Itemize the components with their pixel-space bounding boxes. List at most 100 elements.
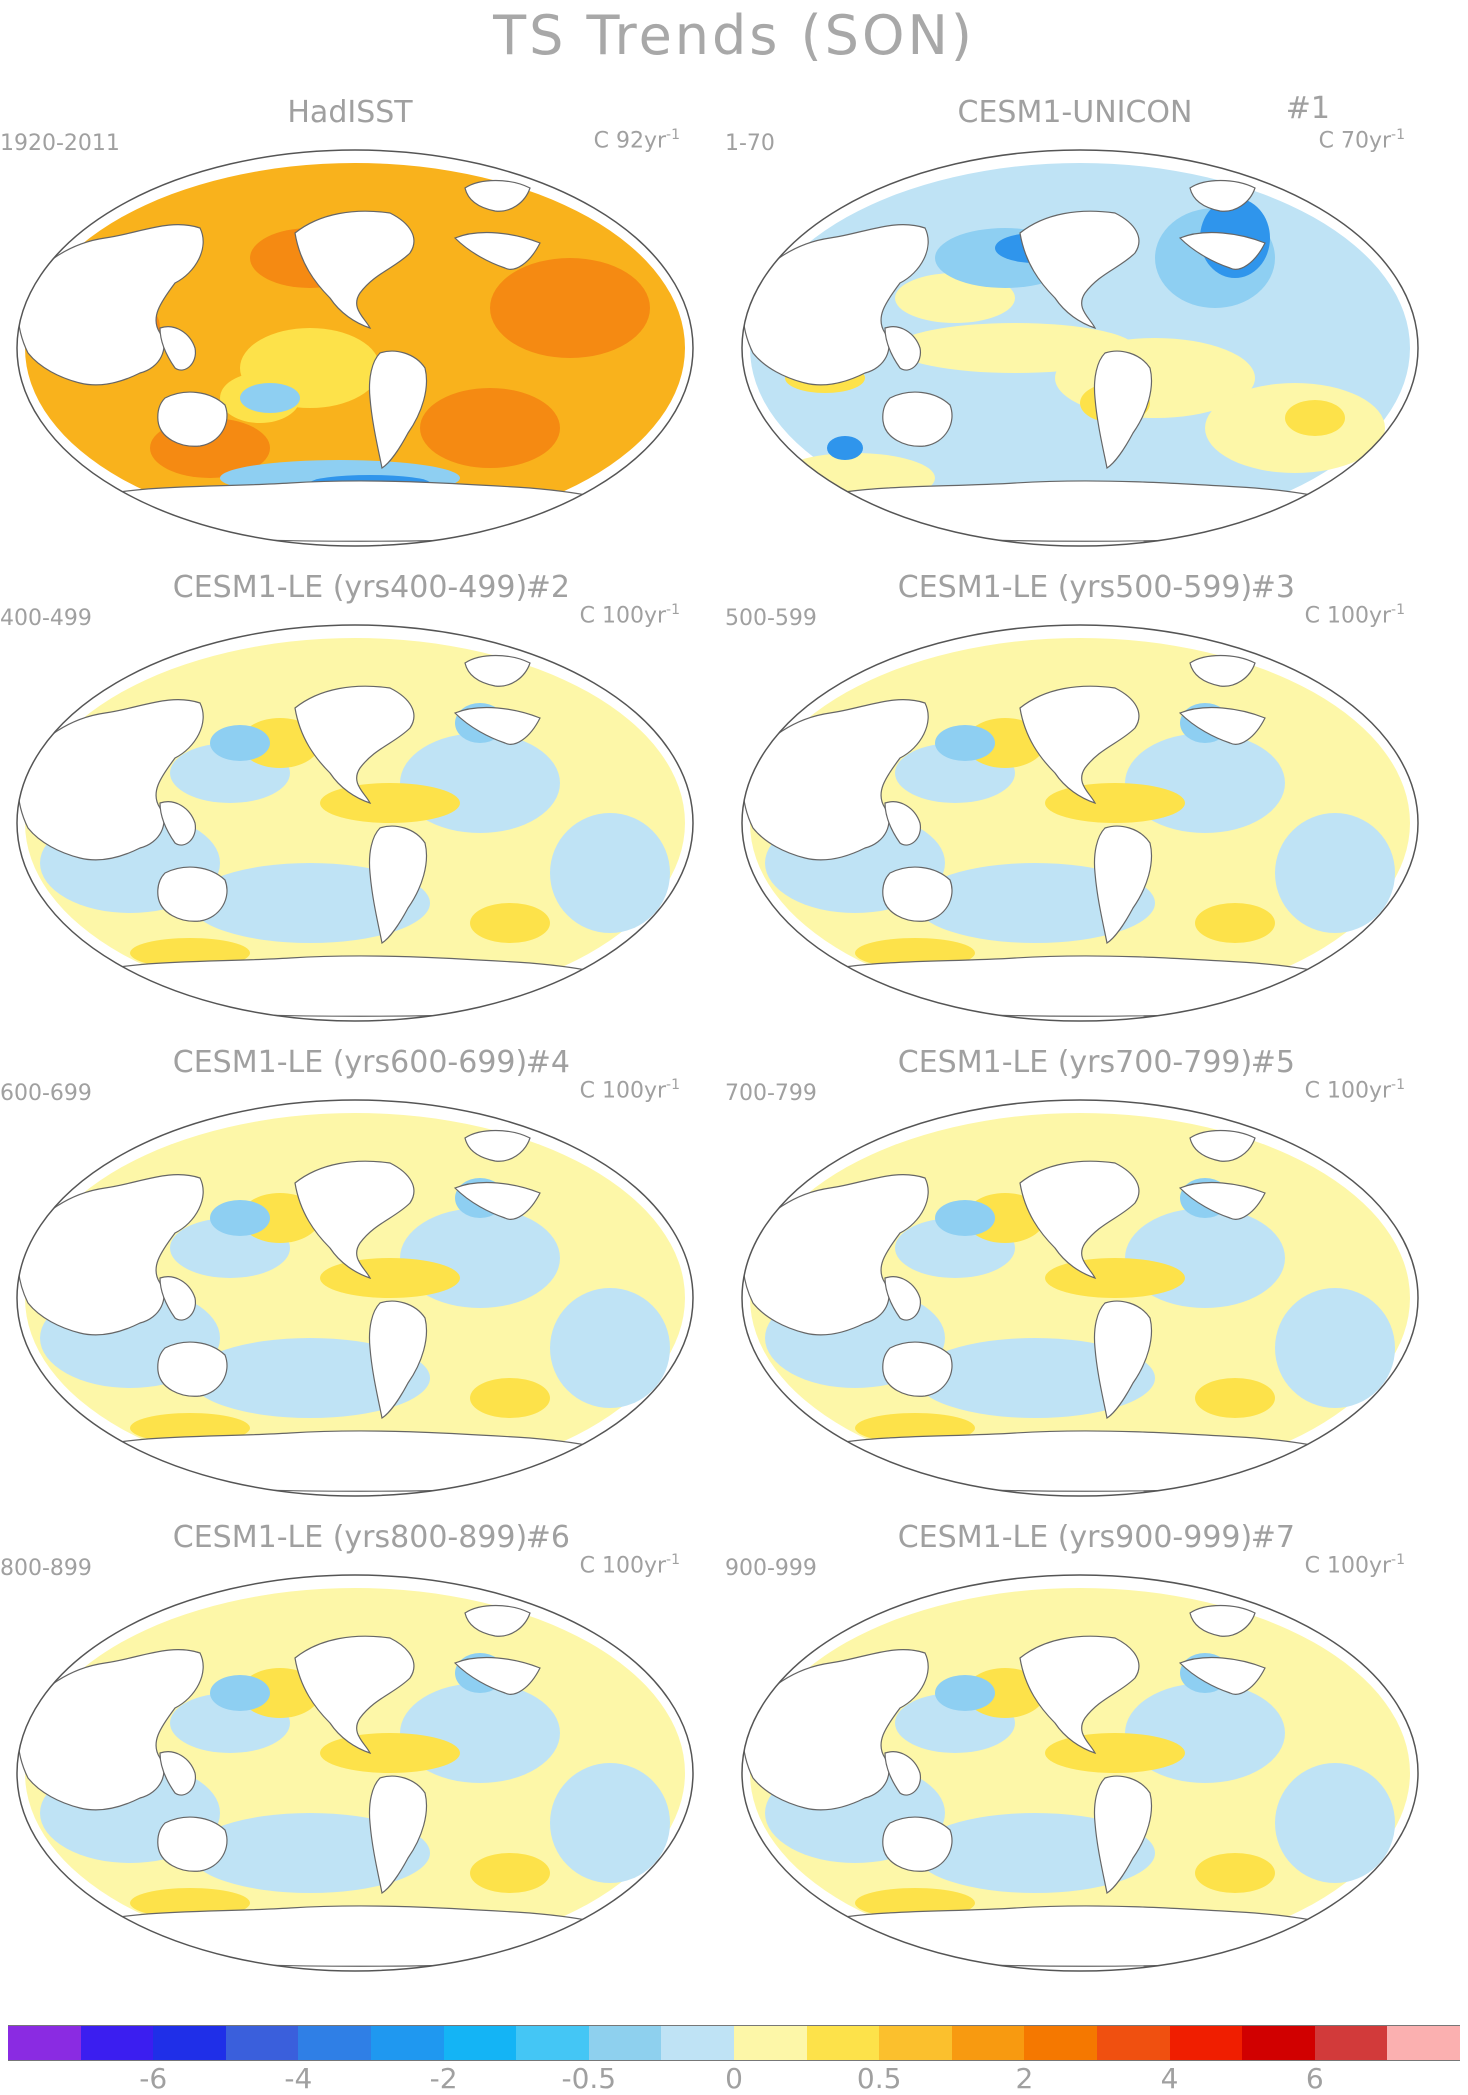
map-panel: CESM1-LE (yrs700-799) #5 700-799 C 100yr-1 [725, 1045, 1425, 1520]
colorbar-tick-label: 6 [1305, 2062, 1324, 2095]
land-mass [793, 1430, 1367, 1492]
panel-units: C 100yr-1 [580, 1552, 680, 1578]
colorbar-swatch [588, 2026, 662, 2060]
land-mass [793, 1905, 1367, 1967]
panel-number: #2 [525, 570, 570, 605]
map-border [16, 149, 694, 547]
land-mass [1178, 231, 1266, 270]
land-mass [882, 391, 953, 447]
trend-region [470, 1378, 550, 1418]
land-mass [294, 685, 415, 805]
land-mass [1189, 179, 1256, 212]
map-border [741, 149, 1419, 547]
trend-region [210, 725, 270, 761]
trend-region [1195, 1853, 1275, 1893]
land-mass [17, 699, 204, 861]
land-mass [159, 1276, 197, 1321]
colorbar-tick-label: -0.5 [561, 2062, 617, 2095]
colorbar-swatch [1169, 2026, 1243, 2060]
colorbar-swatch [298, 2026, 371, 2060]
trend-region [550, 1763, 670, 1883]
trend-region [1195, 903, 1275, 943]
trend-region [935, 725, 995, 761]
panel-title: HadISST [287, 95, 413, 130]
land-mass [453, 706, 541, 745]
colorbar-swatch [80, 2026, 154, 2060]
land-mass [157, 866, 228, 922]
map-projection [16, 149, 694, 547]
trend-region [320, 783, 460, 823]
map-panel: CESM1-LE (yrs500-599) #3 500-599 C 100yr-1 [725, 570, 1425, 1045]
trend-region [935, 1200, 995, 1236]
land-mass [464, 1129, 531, 1162]
map-projection [16, 1574, 694, 1972]
trend-region [470, 1853, 550, 1893]
colorbar-swatch [951, 2026, 1025, 2060]
land-mass [453, 231, 541, 270]
trend-region [915, 863, 1155, 943]
land-mass [464, 179, 531, 212]
land-mass [68, 1430, 642, 1492]
units-base: C 92yr [593, 128, 667, 154]
trend-region [190, 863, 430, 943]
panel-title: CESM1-LE (yrs800-899) [172, 1520, 528, 1555]
units-exponent: -1 [666, 602, 680, 618]
map-border [16, 624, 694, 1022]
trend-region [1275, 813, 1395, 933]
panel-title: CESM1-LE (yrs700-799) [897, 1045, 1253, 1080]
units-exponent: -1 [666, 1077, 680, 1093]
units-base: C 100yr [579, 1078, 667, 1104]
panel-period: 400-499 [0, 606, 92, 631]
colorbar-swatch [733, 2026, 807, 2060]
panel-units: C 100yr-1 [580, 1077, 680, 1103]
panel-title: CESM1-LE (yrs500-599) [897, 570, 1253, 605]
land-mass [1019, 1160, 1140, 1280]
panel-units: C 70yr-1 [1319, 127, 1405, 153]
figure-title: TS Trends (SON) [493, 4, 975, 67]
panel-number: #6 [525, 1520, 570, 1555]
land-mass [294, 1160, 415, 1280]
trend-region [210, 1675, 270, 1711]
panel-number: #7 [1250, 1520, 1295, 1555]
land-mass [884, 1276, 922, 1321]
land-mass [17, 1174, 204, 1336]
land-mass [742, 224, 929, 386]
trend-region [827, 436, 863, 460]
trend-region [1285, 400, 1345, 436]
land-mass [1189, 1129, 1256, 1162]
land-mass [157, 391, 228, 447]
units-base: C 70yr [1318, 128, 1392, 154]
colorbar-swatch [1024, 2026, 1097, 2060]
land-mass [1093, 350, 1153, 469]
trend-region [915, 1338, 1155, 1418]
land-mass [294, 1635, 415, 1755]
trend-region [490, 258, 650, 358]
trend-region [470, 903, 550, 943]
units-exponent: -1 [1391, 602, 1405, 618]
map-panel: CESM1-LE (yrs800-899) #6 800-899 C 100yr-1 [0, 1520, 700, 1995]
trend-region [1195, 1378, 1275, 1418]
panel-title: CESM1-LE (yrs900-999) [897, 1520, 1253, 1555]
land-mass [1093, 825, 1153, 944]
map-border [741, 1099, 1419, 1497]
trend-region [240, 383, 300, 413]
land-mass [884, 326, 922, 371]
units-base: C 100yr [1304, 1553, 1392, 1579]
trend-region [1045, 783, 1185, 823]
land-mass [157, 1816, 228, 1872]
map-panel: HadISST 1920-2011 C 92yr-1 [0, 95, 700, 570]
colorbar-swatch [370, 2026, 444, 2060]
trend-region [1045, 1733, 1185, 1773]
panel-units: C 92yr-1 [594, 127, 680, 153]
land-mass [884, 801, 922, 846]
colorbar-swatch [8, 2026, 81, 2060]
units-exponent: -1 [1391, 127, 1405, 143]
colorbar-swatch [1096, 2026, 1170, 2060]
land-mass [742, 699, 929, 861]
colorbar-swatch [1387, 2026, 1460, 2060]
units-exponent: -1 [666, 127, 680, 143]
land-mass [159, 801, 197, 846]
land-mass [1093, 1300, 1153, 1419]
land-mass [368, 1775, 428, 1894]
units-base: C 100yr [1304, 1078, 1392, 1104]
